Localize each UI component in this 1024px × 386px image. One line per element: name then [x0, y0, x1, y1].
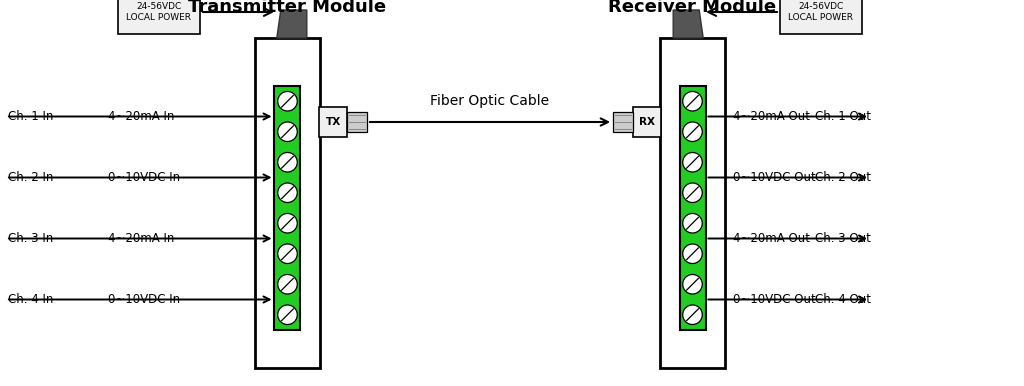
Bar — [347, 112, 367, 132]
Bar — [680, 86, 706, 330]
Text: Transmitter Module: Transmitter Module — [188, 0, 387, 16]
Bar — [613, 112, 633, 132]
Circle shape — [278, 122, 297, 142]
Circle shape — [683, 91, 702, 111]
Circle shape — [683, 152, 702, 172]
Text: Ch. 3 Out: Ch. 3 Out — [815, 232, 870, 245]
Circle shape — [278, 213, 297, 233]
Circle shape — [683, 244, 702, 264]
Bar — [255, 38, 319, 368]
Circle shape — [278, 152, 297, 172]
Circle shape — [278, 244, 297, 264]
Text: Ch. 2 Out: Ch. 2 Out — [815, 171, 871, 184]
Circle shape — [683, 305, 702, 325]
Circle shape — [683, 183, 702, 203]
Text: Fiber Optic Cable: Fiber Optic Cable — [430, 94, 550, 108]
Text: Ch. 4 In: Ch. 4 In — [8, 293, 53, 306]
Text: Ch. 1 Out: Ch. 1 Out — [815, 110, 871, 123]
Polygon shape — [673, 10, 703, 38]
Text: 0~10VDC Out: 0~10VDC Out — [733, 171, 816, 184]
Circle shape — [683, 274, 702, 294]
Text: 0~10VDC In: 0~10VDC In — [108, 171, 180, 184]
Text: 4~20mA Out: 4~20mA Out — [733, 232, 810, 245]
Text: Receiver Module: Receiver Module — [608, 0, 776, 16]
Bar — [118, 0, 200, 34]
Text: 24-56VDC
LOCAL POWER: 24-56VDC LOCAL POWER — [127, 2, 191, 22]
Bar — [319, 107, 347, 137]
Text: 4~20mA In: 4~20mA In — [108, 110, 174, 123]
Text: Ch. 2 In: Ch. 2 In — [8, 171, 53, 184]
Polygon shape — [276, 10, 307, 38]
Text: 24-56VDC
LOCAL POWER: 24-56VDC LOCAL POWER — [788, 2, 853, 22]
Text: Ch. 3 In: Ch. 3 In — [8, 232, 53, 245]
Bar — [780, 0, 862, 34]
Text: 0~10VDC Out: 0~10VDC Out — [733, 293, 816, 306]
Bar — [660, 38, 725, 368]
Text: 4~20mA Out: 4~20mA Out — [733, 110, 810, 123]
Bar — [274, 86, 300, 330]
Circle shape — [683, 122, 702, 142]
Text: Ch. 4 Out: Ch. 4 Out — [815, 293, 871, 306]
Text: 4~20mA In: 4~20mA In — [108, 232, 174, 245]
Circle shape — [683, 213, 702, 233]
Text: TX: TX — [326, 117, 341, 127]
Text: 0~10VDC In: 0~10VDC In — [108, 293, 180, 306]
Bar — [633, 107, 662, 137]
Text: RX: RX — [639, 117, 655, 127]
Circle shape — [278, 91, 297, 111]
Circle shape — [278, 305, 297, 325]
Text: Ch. 1 In: Ch. 1 In — [8, 110, 53, 123]
Circle shape — [278, 183, 297, 203]
Circle shape — [278, 274, 297, 294]
